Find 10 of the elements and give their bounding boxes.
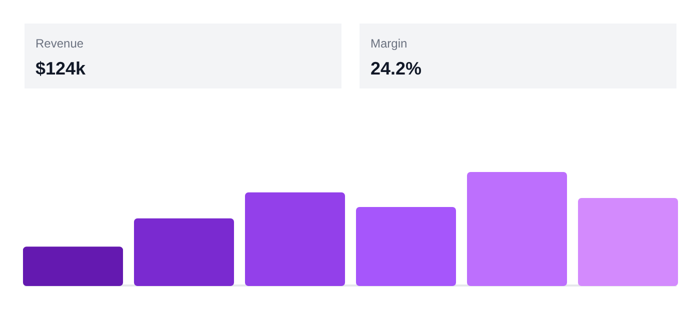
bar: [244, 192, 346, 286]
bar: [134, 218, 234, 286]
text: $124k: [36, 58, 87, 78]
text: 24.2%: [370, 58, 422, 78]
bar: [466, 172, 568, 286]
bar: [578, 198, 678, 286]
bar: [356, 207, 456, 286]
text: Revenue: [36, 36, 84, 50]
bar: [22, 246, 124, 286]
text: Margin: [370, 36, 408, 50]
